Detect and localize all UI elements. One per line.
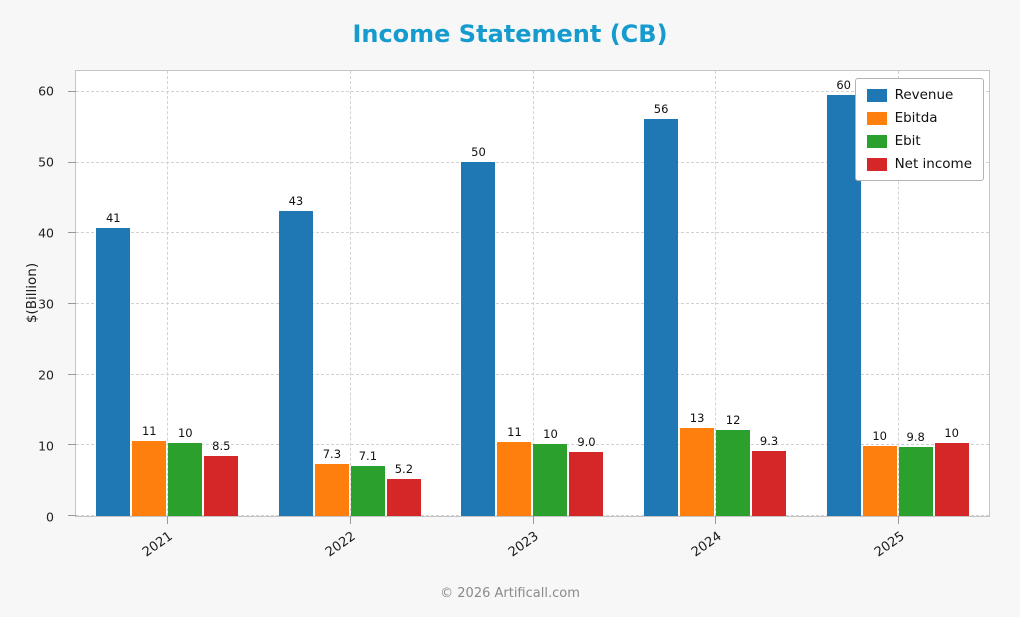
legend-swatch-revenue [866, 88, 887, 102]
bar-value-label: 12 [725, 412, 741, 427]
bar-ebitda-2025: 10 [862, 429, 897, 516]
bar-value-label: 10 [543, 426, 558, 441]
y-tick-mark [68, 91, 76, 93]
bar-value-label: 7.1 [358, 448, 378, 463]
bar-value-label: 10 [944, 426, 959, 441]
bar-ebitda-2021: 11 [132, 424, 167, 516]
bar-net-income-2024: 9.3 [752, 434, 787, 516]
bar-ebitda-2023: 11 [497, 425, 532, 516]
y-tick-mark [68, 515, 76, 516]
x-tick-mark [167, 516, 169, 524]
bar-value-label: 50 [471, 145, 486, 160]
bar-groups: 41 11 10 8.5 43 7.3 7.1 5.2 50 11 10 9.0 56 13 12 9.3 60… [76, 71, 989, 516]
x-tick-label-2025: 2025 [871, 529, 908, 561]
y-tick-label: 0 [46, 509, 54, 525]
x-tick-mark [897, 516, 899, 524]
bar-value-label: 56 [653, 102, 669, 117]
bar-ebitda-2024: 13 [680, 411, 715, 516]
bar-value-label: 9.0 [577, 435, 596, 450]
x-tick-label-2021: 2021 [139, 529, 176, 561]
legend-label-revenue: Revenue [894, 87, 954, 103]
bar-value-label: 7.3 [322, 446, 342, 461]
bar-value-label: 9.8 [906, 430, 925, 445]
bar-value-label: 9.3 [759, 434, 779, 449]
x-tick-mark [532, 516, 534, 524]
y-tick-label: 10 [38, 438, 54, 454]
y-tick-label: 40 [38, 225, 54, 241]
bar-net-income-2022: 5.2 [386, 462, 421, 516]
bar-ebit-2023: 10 [533, 427, 568, 516]
bar-group-2021: 41 11 10 8.5 [76, 71, 259, 516]
bar-value-label: 5.2 [394, 462, 414, 477]
v-gridline [715, 71, 717, 516]
legend-label-ebitda: Ebitda [894, 110, 938, 126]
x-tick-label-2024: 2024 [688, 529, 725, 561]
bar-ebit-2022: 7.1 [350, 449, 385, 516]
bar-value-label: 13 [689, 411, 705, 426]
v-gridline [897, 71, 899, 516]
bar-value-label: 11 [507, 424, 522, 439]
x-tick-label-2023: 2023 [505, 529, 542, 561]
bar-value-label: 8.5 [212, 438, 231, 453]
legend-label-ebit: Ebit [894, 133, 921, 149]
bar-group-2023: 50 11 10 9.0 [441, 71, 624, 516]
bar-revenue-2021: 41 [96, 211, 131, 516]
y-axis-tick-labels: 0 10 20 30 40 50 60 [0, 70, 68, 525]
v-gridline [167, 71, 169, 516]
legend-swatch-ebit [866, 134, 887, 148]
bar-value-label: 60 [836, 78, 851, 93]
x-tick-mark [349, 516, 351, 524]
v-gridline [532, 71, 534, 516]
bar-value-label: 10 [872, 429, 887, 444]
footer-credit: © 2026 Artificall.com [440, 586, 580, 601]
y-tick-mark [68, 444, 76, 446]
y-tick-mark [68, 373, 76, 375]
y-tick-mark [68, 303, 76, 305]
bar-revenue-2024: 56 [644, 102, 679, 516]
y-tick-label: 50 [38, 154, 54, 170]
x-tick-mark [715, 516, 717, 524]
y-tick-label: 20 [38, 367, 54, 383]
bar-net-income-2025: 10 [934, 426, 969, 516]
bar-value-label: 11 [141, 424, 157, 439]
bar-ebitda-2022: 7.3 [314, 447, 349, 516]
v-gridline [349, 71, 351, 516]
legend-swatch-ebitda [866, 111, 887, 125]
bar-ebit-2024: 12 [716, 413, 751, 516]
legend-item-ebitda: Ebitda [866, 110, 972, 126]
x-axis-tick-labels: 2021 2022 2023 2024 2025 [75, 519, 990, 571]
legend-item-revenue: Revenue [866, 87, 972, 103]
bar-net-income-2023: 9.0 [569, 435, 604, 516]
y-tick-label: 30 [38, 296, 54, 312]
bar-value-label: 43 [288, 193, 304, 208]
bar-ebit-2025: 9.8 [898, 430, 933, 516]
legend-item-ebit: Ebit [866, 133, 972, 149]
bar-revenue-2022: 43 [278, 194, 313, 516]
bar-revenue-2023: 50 [461, 145, 496, 516]
x-tick-label-2022: 2022 [322, 529, 359, 561]
y-tick-mark [68, 161, 76, 163]
bar-ebit-2021: 10 [168, 426, 203, 516]
legend-swatch-net-income [866, 157, 887, 171]
bar-group-2022: 43 7.3 7.1 5.2 [259, 71, 442, 516]
bar-value-label: 41 [105, 210, 121, 225]
y-tick-label: 60 [38, 83, 54, 99]
legend: Revenue Ebitda Ebit Net income [854, 78, 984, 181]
y-tick-mark [68, 232, 76, 234]
legend-label-net-income: Net income [894, 156, 972, 172]
chart-title: Income Statement (CB) [352, 20, 668, 48]
plot-area: 41 11 10 8.5 43 7.3 7.1 5.2 50 11 10 9.0 56 13 12 9.3 60… [68, 70, 990, 524]
bar-net-income-2021: 8.5 [204, 439, 239, 516]
bar-value-label: 10 [177, 426, 193, 441]
bar-group-2024: 56 13 12 9.3 [624, 71, 807, 516]
legend-item-net-income: Net income [866, 156, 972, 172]
